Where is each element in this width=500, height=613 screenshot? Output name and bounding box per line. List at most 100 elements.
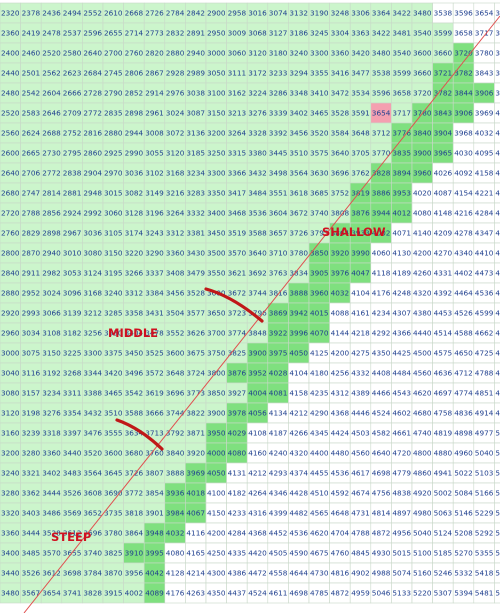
cell-value: 4898: [454, 429, 473, 438]
cell-value: 4340: [454, 249, 473, 258]
cell-value: 3397: [63, 429, 82, 438]
cell-value: 4176: [372, 289, 391, 298]
cell-value: 4200: [207, 529, 226, 538]
cell-value: 3120: [1, 409, 20, 418]
cell-value: 2958: [228, 9, 247, 18]
cell-value: 3952: [248, 369, 267, 378]
cell-value: 3591: [351, 109, 370, 118]
cell-value: 3840: [413, 129, 432, 138]
cell-value: 4503: [351, 429, 370, 438]
cell-value: 3009: [228, 29, 247, 38]
cell-value: 3968: [454, 129, 473, 138]
cell-value: 5074: [392, 569, 411, 578]
cell-value: 4154: [454, 189, 473, 198]
cell-value: 3456: [289, 129, 308, 138]
cell-value: 2460: [22, 49, 41, 58]
cell-value: 2709: [63, 109, 82, 118]
cell-value: 4402: [454, 269, 473, 278]
cell-value: 3760: [145, 449, 164, 458]
cell-value: 3696: [331, 169, 350, 178]
cell-value: 3066: [42, 309, 61, 318]
cell-value: 2976: [166, 89, 185, 98]
cell-value: 3186: [289, 29, 308, 38]
cell-value: 4740: [413, 429, 432, 438]
cell-value: 3285: [104, 309, 123, 318]
cell-value: 2772: [42, 169, 61, 178]
cell-value: 4032: [166, 529, 185, 538]
cell-value: 4345: [310, 429, 329, 438]
cell-value: 3520: [310, 129, 329, 138]
cell-value: 4455: [310, 469, 329, 478]
cell-value: 3038: [186, 89, 205, 98]
cell-value: 5040: [475, 449, 494, 458]
cell-value: 5056: [495, 429, 500, 438]
cell-value: 4675: [310, 549, 329, 558]
cell-value: 3420: [104, 369, 123, 378]
cell-value: 4914: [475, 409, 494, 418]
cell-value: 3196: [145, 209, 164, 218]
grid-cell: [494, 522, 500, 544]
cell-value: 4087: [434, 189, 453, 198]
cell-value: 2835: [104, 109, 123, 118]
cell-value: 4620: [413, 389, 432, 398]
annotation-shallow: SHALLOW: [322, 225, 386, 239]
cell-value: 2623: [63, 69, 82, 78]
cell-value: 4836: [454, 409, 473, 418]
cell-value: 3692: [248, 269, 267, 278]
cell-value: 3828: [372, 169, 391, 178]
cell-value: 4992: [495, 409, 500, 418]
cell-value: 2400: [1, 49, 20, 58]
cell-value: 4425: [392, 349, 411, 358]
cell-value: 3906: [475, 89, 494, 98]
cell-value: 5103: [475, 469, 494, 478]
grid-cell: [494, 382, 500, 404]
cell-value: 2494: [63, 9, 82, 18]
cell-value: 3075: [22, 349, 41, 358]
cell-value: 4134: [269, 409, 288, 418]
cell-value: 4366: [392, 329, 411, 338]
cell-value: 4779: [392, 469, 411, 478]
cell-value: 2961: [145, 109, 164, 118]
cell-value: 4698: [289, 589, 308, 598]
cell-value: 3619: [145, 389, 164, 398]
cell-value: 5022: [454, 469, 473, 478]
cell-value: 4608: [495, 289, 500, 298]
cell-value: 4730: [310, 569, 329, 578]
cell-value: 4260: [413, 269, 432, 278]
cell-value: 3312: [166, 229, 185, 238]
cell-value: 3485: [22, 549, 41, 558]
cell-value: 4104: [289, 369, 308, 378]
cell-value: 3780: [104, 529, 123, 538]
cell-value: 3648: [166, 369, 185, 378]
cell-value: 3735: [104, 509, 123, 518]
cell-value: 2860: [83, 149, 102, 158]
cell-value: 3477: [351, 69, 370, 78]
cell-value: 3528: [186, 289, 205, 298]
cell-value: 4453: [434, 309, 453, 318]
cell-value: 2752: [63, 129, 82, 138]
cell-value: 3124: [83, 269, 102, 278]
cell-value: 3120: [248, 49, 267, 58]
cell-value: 2944: [125, 129, 144, 138]
cell-value: 4050: [207, 469, 226, 478]
cell-value: 4380: [413, 309, 432, 318]
cell-value: 3465: [104, 389, 123, 398]
cell-value: 3721: [434, 69, 453, 78]
cell-value: 4650: [454, 349, 473, 358]
cell-value: 3264: [228, 129, 247, 138]
cell-value: 4602: [392, 409, 411, 418]
cell-value: 3796: [248, 309, 267, 318]
cell-value: 3726: [125, 469, 144, 478]
cell-value: 2440: [1, 69, 20, 78]
cell-value: 4200: [331, 349, 350, 358]
cell-value: 4104: [351, 289, 370, 298]
cell-value: 3128: [125, 209, 144, 218]
cell-value: 4851: [475, 389, 494, 398]
cell-value: 3680: [125, 449, 144, 458]
cell-value: 2970: [104, 169, 123, 178]
cell-value: 3420: [351, 49, 370, 58]
cell-value: 4160: [495, 149, 500, 158]
cell-value: 3612: [42, 569, 61, 578]
cell-value: 4800: [495, 349, 500, 358]
cell-value: 5307: [434, 589, 453, 598]
